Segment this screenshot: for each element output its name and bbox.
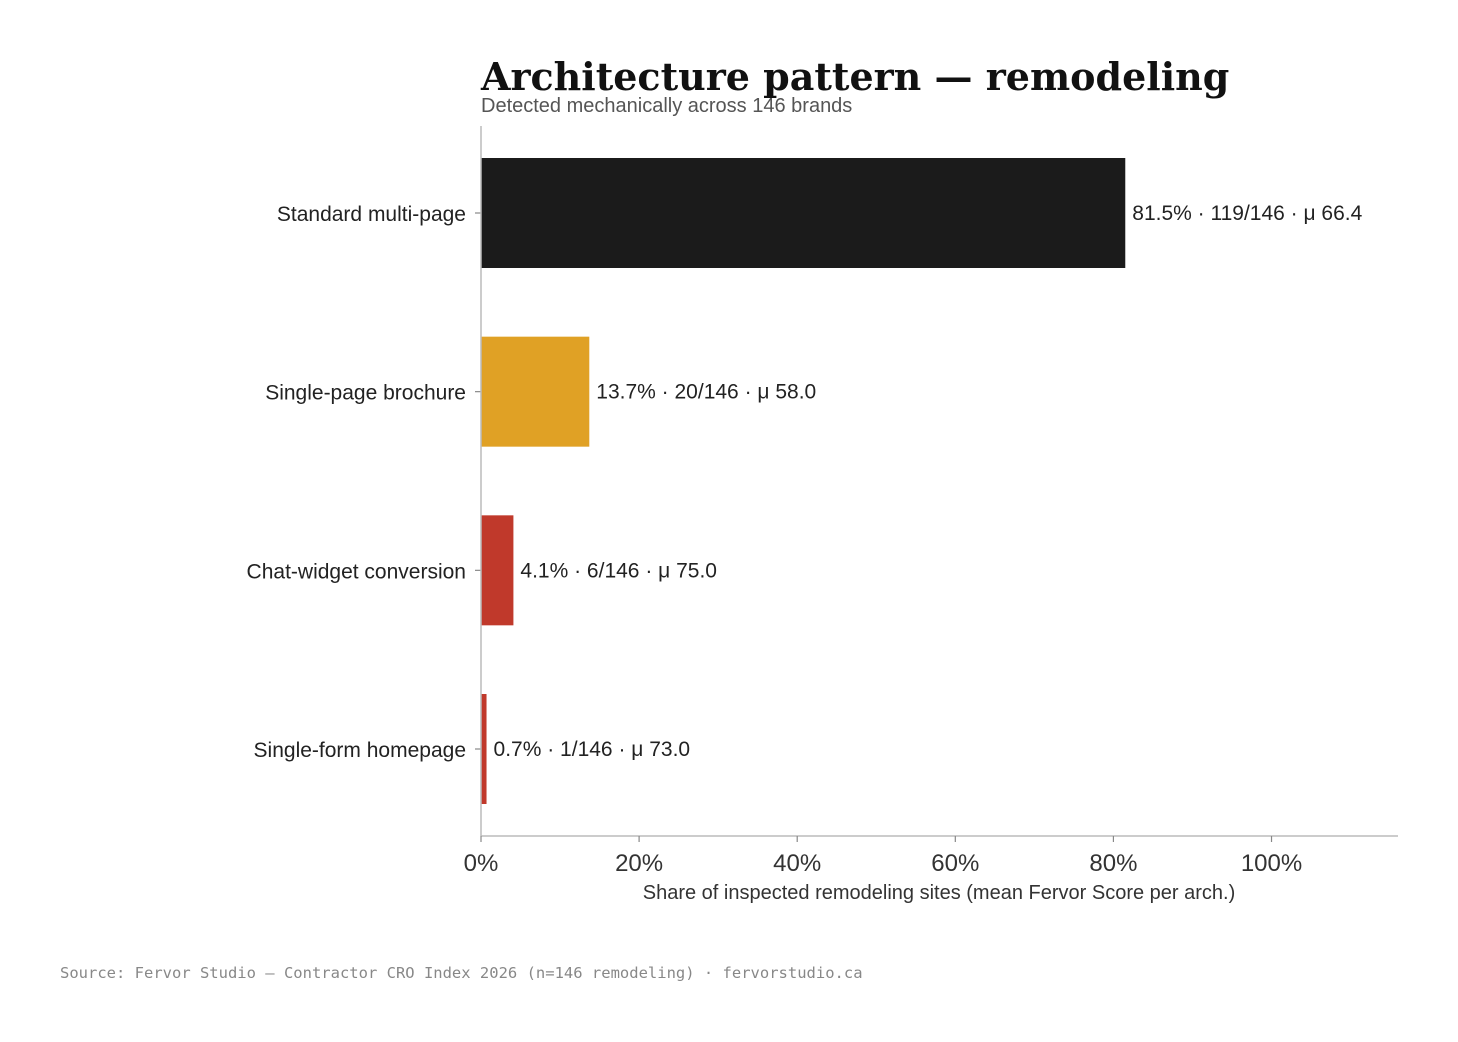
category-label: Single-form homepage (254, 739, 466, 762)
bar-value-label: 13.7% · 20/146 · μ 58.0 (596, 381, 816, 404)
bar-single-page-brochure (481, 336, 590, 447)
chart-subtitle: Detected mechanically across 146 brands (481, 95, 852, 117)
x-tick-label: 80% (1089, 850, 1137, 877)
x-tick-label: 20% (615, 850, 663, 877)
bar-value-label: 4.1% · 6/146 · μ 75.0 (520, 559, 717, 582)
category-label: Chat-widget conversion (247, 560, 466, 583)
bar-value-label: 81.5% · 119/146 · μ 66.4 (1132, 202, 1362, 225)
bar-labels-group: 81.5% · 119/146 · μ 66.4 13.7% · 20/146 ·… (494, 202, 1363, 761)
chart-title: Architecture pattern — remodeling (480, 54, 1229, 99)
x-tick-label: 100% (1241, 850, 1302, 877)
category-labels-group: Standard multi-page Single-page brochure C… (247, 203, 481, 762)
x-axis-title: Share of inspected remodeling sites (mea… (643, 882, 1236, 904)
source-note: Source: Fervor Studio — Contractor CRO I… (60, 964, 863, 982)
x-tick-label: 0% (464, 850, 499, 877)
category-label: Standard multi-page (277, 203, 466, 226)
bar-single-form-homepage (481, 694, 487, 804)
bar-chat-widget-conversion (481, 515, 514, 626)
x-tick-label: 40% (773, 850, 821, 877)
bar-value-label: 0.7% · 1/146 · μ 73.0 (494, 738, 691, 761)
bars-group (481, 158, 1126, 804)
bar-standard-multi-page (481, 158, 1126, 268)
x-tick-label: 60% (931, 850, 979, 877)
x-ticks-group: 0% 20% 40% 60% 80% 100% (464, 836, 1302, 877)
category-label: Single-page brochure (265, 382, 466, 405)
